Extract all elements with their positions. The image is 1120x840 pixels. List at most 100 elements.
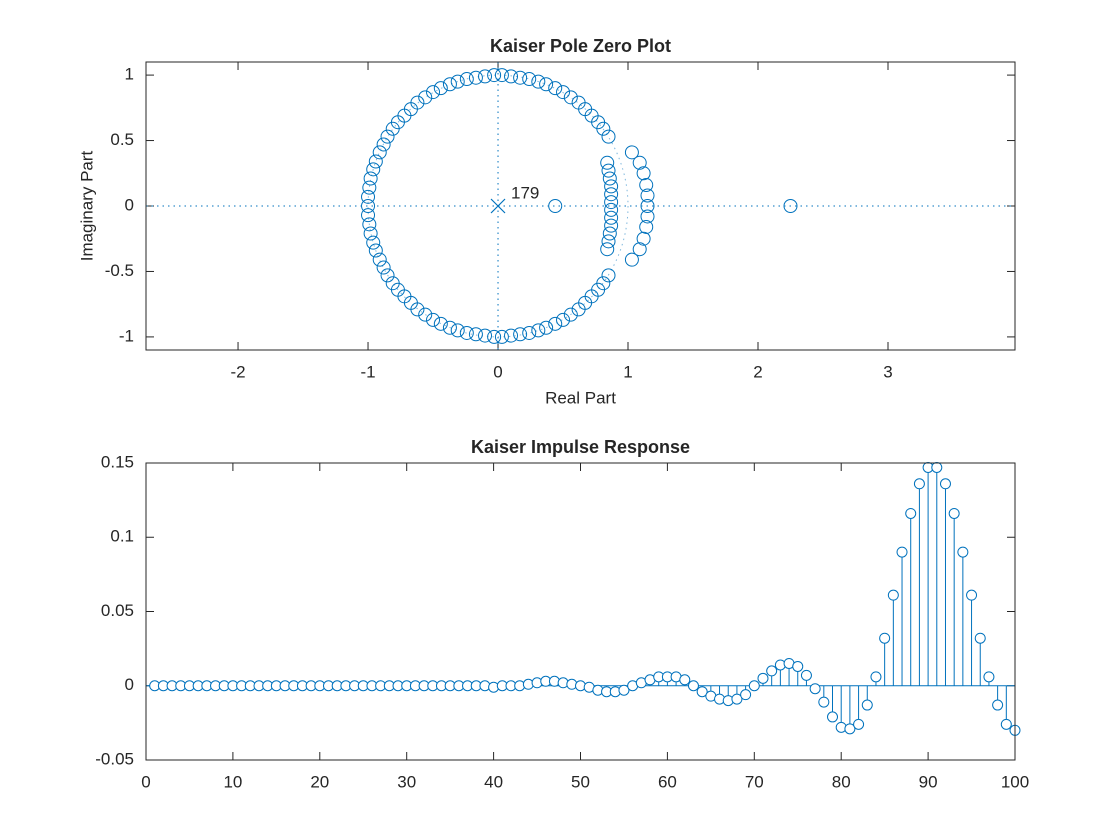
zero-marker <box>522 325 537 340</box>
zero-marker <box>632 242 647 257</box>
zero-marker <box>563 90 578 105</box>
x-axis-label: Real Part <box>545 388 616 407</box>
zero-marker <box>640 209 655 224</box>
zero-marker <box>459 72 474 87</box>
x-tick-label: 70 <box>745 772 764 791</box>
zero-marker <box>459 325 474 340</box>
x-tick-label: 30 <box>397 772 416 791</box>
stem-marker <box>844 723 856 735</box>
stem-marker <box>748 680 760 692</box>
zero-marker <box>433 81 448 96</box>
zero-marker <box>504 69 519 84</box>
zero-marker <box>361 208 376 223</box>
chart-title: Kaiser Pole Zero Plot <box>490 36 671 56</box>
zero-marker <box>361 199 376 213</box>
zero-marker <box>604 187 619 202</box>
x-tick-label: 10 <box>223 772 242 791</box>
zero-marker <box>372 145 387 160</box>
zero-marker <box>361 189 376 204</box>
y-tick-label: -0.05 <box>95 749 134 768</box>
zero-marker <box>639 219 654 234</box>
zero-marker <box>539 77 554 92</box>
stem-marker <box>974 632 986 644</box>
zero-marker <box>624 145 639 160</box>
stem-marker <box>757 672 769 684</box>
zero-marker <box>380 268 395 283</box>
zero-marker <box>640 199 655 213</box>
y-tick-label: 0.15 <box>101 452 134 471</box>
stem-marker <box>905 507 917 519</box>
zero-marker <box>636 231 651 246</box>
stem-marker <box>931 461 943 473</box>
zero-marker <box>433 316 448 331</box>
y-tick-label: 0.05 <box>101 601 134 620</box>
x-tick-label: 90 <box>919 772 938 791</box>
zero-marker <box>426 85 441 100</box>
zero-marker <box>548 81 563 96</box>
stem-marker <box>618 684 630 696</box>
zero-marker <box>596 276 611 291</box>
y-tick-label: 0.5 <box>110 130 134 149</box>
stem-marker <box>992 699 1004 711</box>
y-tick-label: 1 <box>125 65 134 84</box>
stem-marker <box>853 718 865 730</box>
zero-marker <box>450 323 465 338</box>
zero-marker <box>601 234 616 249</box>
zero-marker <box>494 68 509 83</box>
zero-marker <box>410 302 425 317</box>
stem-marker <box>696 686 708 698</box>
axes-box <box>145 462 1016 761</box>
zero-marker <box>468 327 483 342</box>
zero-marker <box>487 68 502 83</box>
zero-marker <box>478 328 493 343</box>
zero-marker <box>513 70 528 85</box>
zero-marker <box>531 323 546 338</box>
x-tick-label: 50 <box>571 772 590 791</box>
zero-marker <box>442 77 457 92</box>
zero-marker <box>600 242 615 257</box>
zero-marker <box>600 155 615 170</box>
zero-marker <box>372 252 387 267</box>
x-tick-label: 0 <box>493 362 502 381</box>
stem-marker <box>870 671 882 683</box>
zero-marker <box>385 121 400 136</box>
zero-marker <box>601 163 616 178</box>
zero-marker <box>366 162 381 177</box>
zero-marker <box>604 195 619 210</box>
zero-marker <box>366 235 381 250</box>
stem-marker <box>957 546 969 558</box>
zero-marker <box>539 320 554 335</box>
x-tick-label: -1 <box>360 362 375 381</box>
y-tick-label: 0.1 <box>110 527 134 546</box>
zero-marker <box>426 312 441 327</box>
zero-marker <box>494 329 509 344</box>
zero-marker <box>556 85 571 100</box>
y-tick-label: -0.5 <box>105 261 134 280</box>
stem-marker <box>879 632 891 644</box>
y-tick-label: 0 <box>125 195 134 214</box>
stem-marker <box>766 665 778 677</box>
stem-marker <box>827 711 839 723</box>
stem-marker <box>818 696 830 708</box>
axes-box <box>145 61 1016 351</box>
stem-marker <box>740 689 752 701</box>
zero-marker <box>418 90 433 105</box>
stem-marker <box>861 699 873 711</box>
chart-title: Kaiser Impulse Response <box>471 437 690 457</box>
zero-marker <box>601 129 616 144</box>
zero-marker <box>604 218 619 233</box>
zero-marker <box>636 166 651 181</box>
zero-marker <box>487 329 502 344</box>
zero-marker <box>362 180 377 195</box>
zero-marker <box>442 320 457 335</box>
zero-marker <box>639 178 654 193</box>
stem-marker <box>679 674 691 686</box>
zero-marker <box>604 202 619 217</box>
unit-circle <box>367 74 629 338</box>
zero-marker <box>450 74 465 89</box>
x-tick-label: 3 <box>883 362 892 381</box>
stem-marker <box>731 693 743 705</box>
stem-marker <box>809 683 821 695</box>
